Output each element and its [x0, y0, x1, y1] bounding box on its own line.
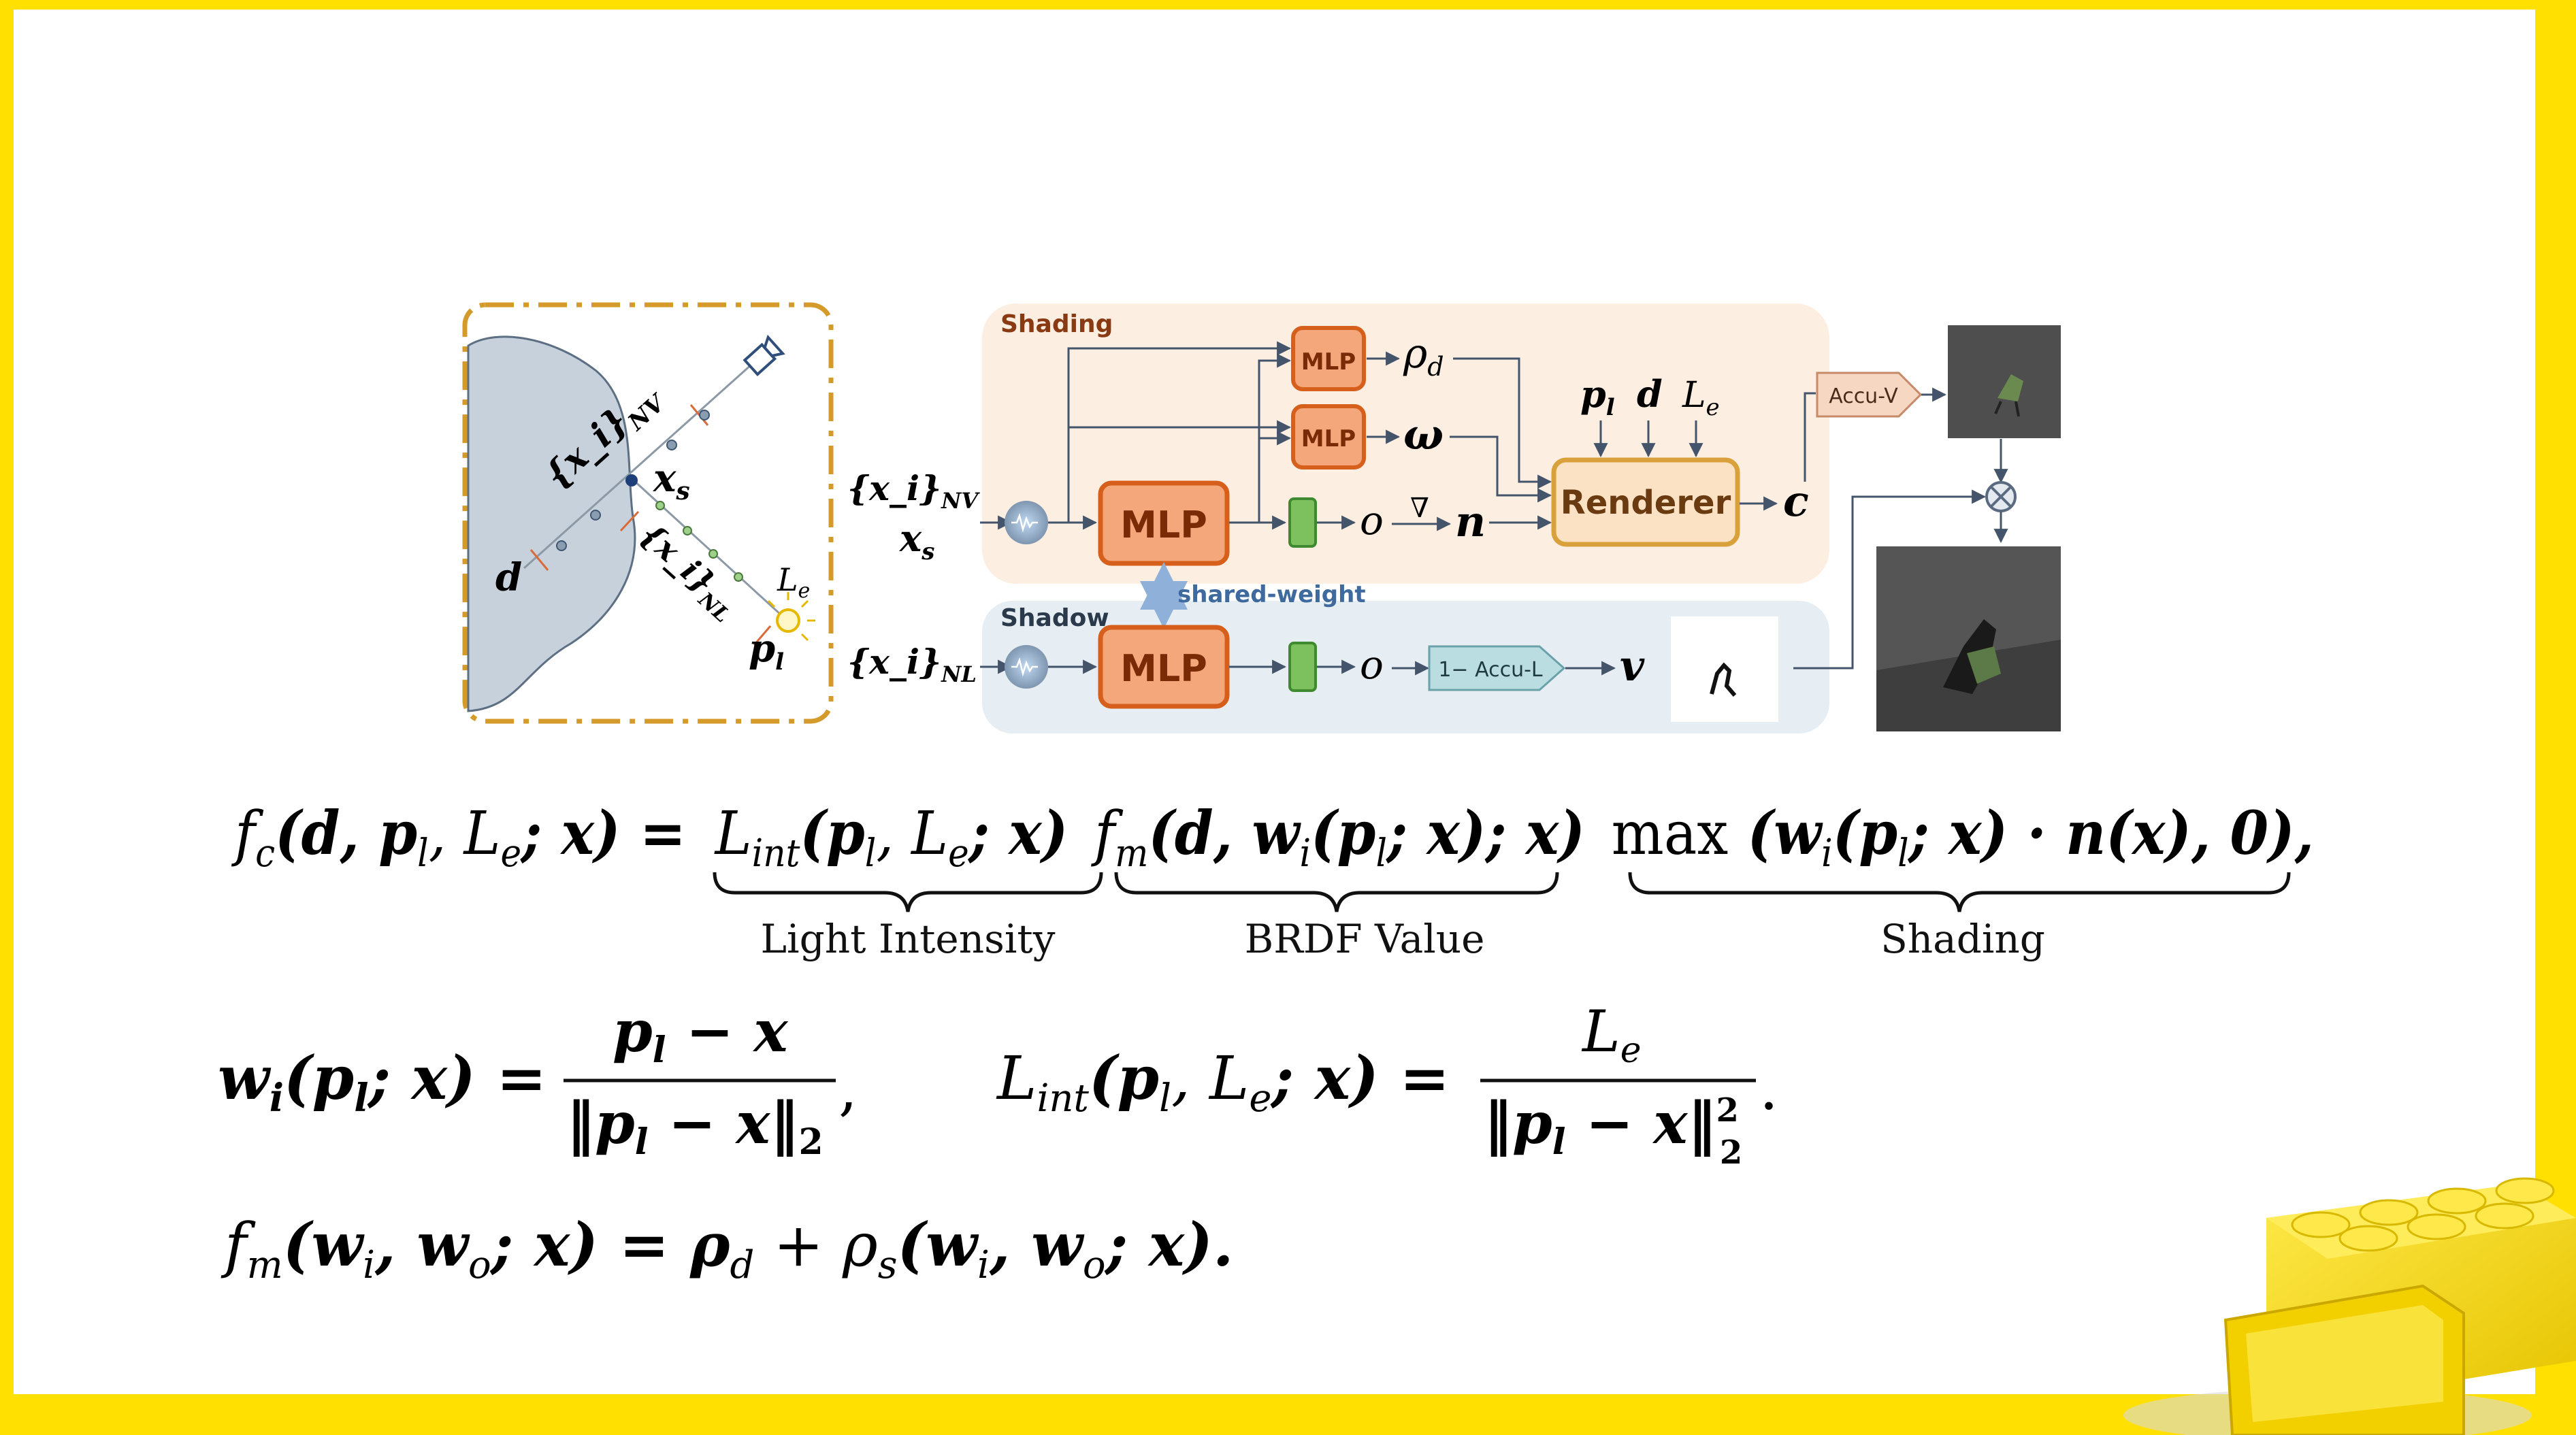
shadow-mask-image [1671, 616, 1778, 722]
dashed-border [462, 302, 834, 724]
underbrace-brdf [1114, 872, 1559, 912]
camera-icon [743, 334, 785, 376]
underbrace-light-intensity [713, 872, 1103, 912]
omega-symbol: ω [1403, 410, 1444, 459]
equation-3-numerator: Le [1581, 998, 1642, 1071]
ray-tick [619, 510, 640, 532]
sample-point [556, 540, 567, 551]
light-sample [734, 572, 743, 582]
brace-label-brdf: BRDF Value [1245, 916, 1485, 962]
geometry-panel: {x_i}NV xs {x_i}NL d Le pl [462, 302, 834, 724]
mlp-shadow-label: MLP [1120, 647, 1207, 690]
equation-2-lhs: wi(pl; x) = [218, 1042, 547, 1121]
label-xs: xs [653, 456, 690, 506]
equation-2-numerator: pl − x [613, 997, 788, 1071]
density-block-bottom [1288, 642, 1317, 692]
renderer-input-d: d [1637, 372, 1663, 416]
brace-label-light-intensity: Light Intensity [761, 916, 1056, 962]
o-symbol-bottom: o [1360, 642, 1384, 688]
input-xi-nl: {x_i}NL [847, 642, 977, 687]
input-xs: xs [899, 516, 934, 565]
density-block-top [1288, 497, 1317, 548]
accu-l-block [1428, 645, 1566, 691]
renderer-label: Renderer [1561, 484, 1731, 522]
equation-4: fm(wi, wo; x) = ρd + ρs(wi, wo; x). [221, 1209, 1233, 1287]
shading-label: Shading [1000, 310, 1113, 338]
equation-2-denominator: ‖pl − x‖2 [566, 1089, 824, 1163]
accu-v-block [1816, 372, 1923, 418]
sample-point [666, 440, 677, 450]
renderer-input-le: Le [1682, 375, 1720, 421]
rho-d-symbol: ρd [1403, 330, 1444, 382]
brace-label-shading: Shading [1880, 916, 2045, 962]
n-symbol: n [1455, 497, 1486, 546]
c-symbol: c [1783, 476, 1809, 526]
ray-tick [753, 625, 772, 646]
equation-3-denominator: ‖pl − x‖2 2 [1484, 1089, 1742, 1172]
encoding-icon-bottom [1005, 645, 1048, 689]
encoding-icon-top [1005, 501, 1048, 544]
ray-tick [529, 549, 549, 571]
underbrace-shading [1628, 872, 2291, 912]
shadow-label: Shadow [1000, 604, 1109, 632]
label-le: Le [777, 561, 810, 603]
equation-2-comma: , [838, 1053, 858, 1123]
renderer-input-pl: pl [1580, 372, 1615, 421]
equation-3-period: . [1759, 1053, 1778, 1123]
shared-weight-label: shared-weight [1177, 581, 1366, 608]
v-symbol: v [1620, 641, 1645, 691]
light-sample [708, 549, 718, 559]
rendered-image-top [1948, 325, 2061, 438]
nabla-symbol: ∇ [1410, 493, 1429, 524]
equation-1: fc(d, pl, Le; x) = Lint(pl, Le; x) fm(d,… [231, 797, 2314, 876]
mlp-main-label: MLP [1120, 504, 1207, 546]
mlp-small-block-omega [1291, 404, 1366, 469]
accu-l-label: 1− Accu-L [1438, 658, 1543, 682]
pipeline: Shading Shadow {x_i}NV xs {x_i}NL MLP ML… [847, 303, 2061, 733]
input-xi-nv: {x_i}NV [847, 468, 980, 514]
sample-point [590, 510, 601, 521]
sample-point [699, 410, 710, 420]
o-symbol-top: o [1360, 497, 1384, 544]
label-pl: pl [749, 626, 784, 676]
mlp-small-label-omega: MLP [1301, 425, 1356, 452]
surface-point-xs [625, 474, 638, 486]
mlp-small-label-rho: MLP [1301, 348, 1356, 376]
lego-brick-decoration [2123, 1177, 2576, 1435]
renderer-block [1551, 457, 1740, 547]
label-d: d [495, 555, 522, 600]
accu-v-label: Accu-V [1829, 384, 1898, 408]
equations: fc(d, pl, Le; x) = Lint(pl, Le; x) fm(d,… [218, 797, 2314, 1287]
mlp-shadow-block [1098, 625, 1230, 709]
light-sample [683, 526, 692, 535]
equation-3-lhs: Lint(pl, Le; x) = [996, 1042, 1450, 1121]
light-bulb-icon [767, 592, 815, 642]
light-sample [655, 501, 665, 510]
mlp-small-block-rho [1291, 326, 1366, 391]
view-ray [523, 363, 753, 570]
